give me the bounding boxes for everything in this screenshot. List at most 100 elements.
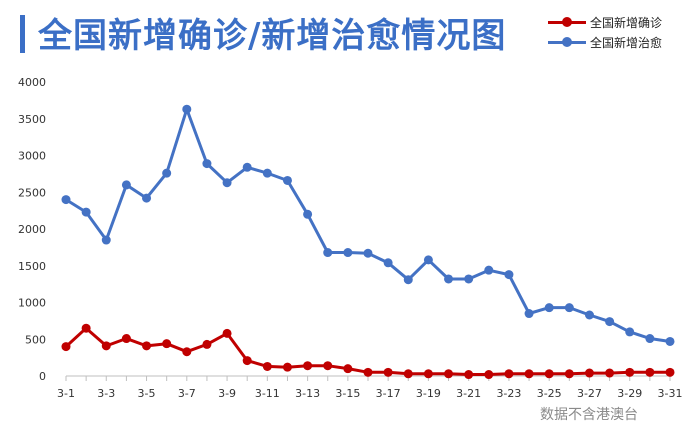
data-point-cured xyxy=(363,248,373,258)
data-point-cured xyxy=(61,195,71,205)
y-tick-label: 3500 xyxy=(18,113,46,126)
data-point-confirmed xyxy=(383,367,393,377)
data-point-confirmed xyxy=(182,347,192,357)
x-tick-label: 3-11 xyxy=(255,387,280,400)
source-note: 数据不含港澳台 xyxy=(540,407,638,423)
data-point-cured xyxy=(162,168,172,178)
y-tick-label: 2500 xyxy=(18,186,46,199)
legend-swatch-cured xyxy=(548,35,586,49)
y-tick-label: 500 xyxy=(25,333,46,346)
x-tick-label: 3-29 xyxy=(617,387,642,400)
data-point-confirmed xyxy=(81,323,91,333)
data-point-cured xyxy=(524,309,534,319)
data-point-confirmed xyxy=(222,328,232,338)
y-tick-label: 0 xyxy=(39,370,46,383)
legend-item-confirmed: 全国新增确诊 xyxy=(548,12,662,32)
data-point-confirmed xyxy=(242,356,252,366)
data-point-cured xyxy=(403,275,413,285)
x-tick-label: 3-5 xyxy=(138,387,156,400)
legend-label-cured: 全国新增治愈 xyxy=(590,35,663,50)
data-point-cured xyxy=(81,207,91,217)
legend: 全国新增确诊 全国新增治愈 xyxy=(548,12,662,52)
data-point-confirmed xyxy=(584,368,594,378)
x-tick-label: 3-7 xyxy=(178,387,196,400)
data-point-cured xyxy=(444,274,454,284)
data-point-cured xyxy=(383,258,393,268)
data-point-confirmed xyxy=(504,369,514,379)
x-tick-label: 3-23 xyxy=(496,387,521,400)
data-point-confirmed xyxy=(162,339,172,349)
data-point-confirmed xyxy=(524,369,534,379)
data-point-confirmed xyxy=(262,361,272,371)
data-point-cured xyxy=(121,180,131,190)
data-point-cured xyxy=(464,274,474,284)
data-point-cured xyxy=(504,270,514,280)
data-point-cured xyxy=(544,303,554,313)
data-point-confirmed xyxy=(202,339,212,349)
data-point-cured xyxy=(323,248,333,258)
y-tick-label: 4000 xyxy=(18,76,46,89)
data-point-confirmed xyxy=(625,367,635,377)
data-point-confirmed xyxy=(464,370,474,380)
x-tick-label: 3-9 xyxy=(218,387,236,400)
data-point-cured xyxy=(605,317,615,327)
data-point-confirmed xyxy=(645,367,655,377)
data-point-confirmed xyxy=(282,362,292,372)
x-tick-label: 3-31 xyxy=(658,387,683,400)
x-tick-label: 3-25 xyxy=(537,387,562,400)
data-point-cured xyxy=(423,255,433,265)
data-point-cured xyxy=(101,235,111,245)
x-tick-label: 3-27 xyxy=(577,387,602,400)
data-point-confirmed xyxy=(423,369,433,379)
data-point-cured xyxy=(142,193,152,203)
data-point-confirmed xyxy=(121,334,131,344)
series-line-confirmed xyxy=(64,326,670,376)
data-point-cured xyxy=(343,248,353,258)
data-point-cured xyxy=(584,310,594,320)
series-line-cured xyxy=(65,107,671,343)
data-point-cured xyxy=(625,327,635,337)
data-point-confirmed xyxy=(605,368,615,378)
chart-title: 全国新增确诊/新增治愈情况图 xyxy=(38,16,507,56)
data-point-cured xyxy=(222,178,232,188)
data-point-cured xyxy=(645,334,655,344)
y-tick-label: 2000 xyxy=(18,223,46,236)
data-point-confirmed xyxy=(444,369,454,379)
legend-item-cured: 全国新增治愈 xyxy=(548,32,662,52)
x-tick-label: 3-13 xyxy=(295,387,320,400)
legend-label-confirmed: 全国新增确诊 xyxy=(590,15,663,30)
legend-swatch-confirmed xyxy=(548,15,586,29)
y-tick-label: 1000 xyxy=(18,297,46,310)
data-point-cured xyxy=(303,209,313,219)
data-point-confirmed xyxy=(101,341,111,351)
data-point-cured xyxy=(484,265,494,275)
x-tick-label: 3-19 xyxy=(416,387,441,400)
x-tick-label: 3-1 xyxy=(57,387,75,400)
data-point-confirmed xyxy=(544,369,554,379)
data-point-cured xyxy=(564,303,574,313)
data-point-cured xyxy=(665,336,675,346)
data-point-confirmed xyxy=(142,341,152,351)
y-tick-label: 1500 xyxy=(18,260,46,273)
data-point-cured xyxy=(182,104,192,114)
data-point-confirmed xyxy=(323,361,333,371)
data-point-confirmed xyxy=(564,369,574,379)
data-point-cured xyxy=(202,159,212,169)
title-accent-bar xyxy=(20,15,25,53)
x-tick-label: 3-21 xyxy=(456,387,481,400)
data-point-confirmed xyxy=(363,367,373,377)
x-tick-label: 3-15 xyxy=(335,387,360,400)
data-point-confirmed xyxy=(665,367,675,377)
data-point-confirmed xyxy=(61,342,71,352)
y-tick-label: 3000 xyxy=(18,150,46,163)
data-point-confirmed xyxy=(303,361,313,371)
data-point-confirmed xyxy=(343,364,353,374)
x-tick-label: 3-17 xyxy=(376,387,401,400)
x-tick-label: 3-3 xyxy=(97,387,115,400)
data-point-confirmed xyxy=(403,369,413,379)
data-point-confirmed xyxy=(484,370,494,380)
data-point-cured xyxy=(282,175,292,185)
data-point-cured xyxy=(242,162,252,172)
